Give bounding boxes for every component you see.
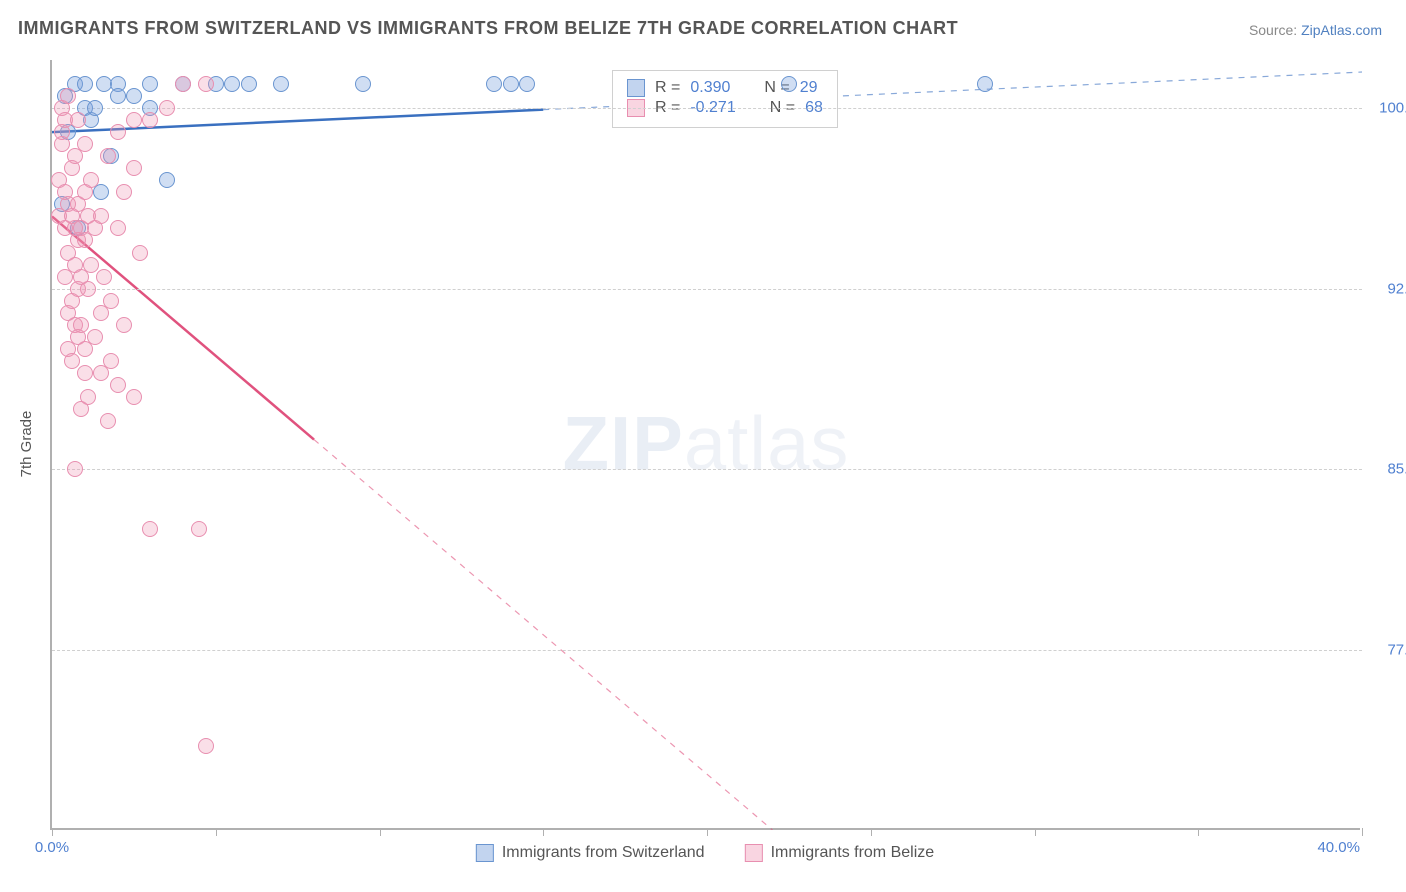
- legend-item: Immigrants from Belize: [745, 844, 935, 862]
- x-tick: [1362, 828, 1363, 836]
- y-tick-label: 77.5%: [1370, 641, 1406, 658]
- data-point: [110, 377, 126, 393]
- data-point: [503, 76, 519, 92]
- data-point: [93, 208, 109, 224]
- data-point: [83, 257, 99, 273]
- data-point: [159, 100, 175, 116]
- data-point: [70, 112, 86, 128]
- data-point: [77, 365, 93, 381]
- x-tick: [216, 828, 217, 836]
- data-point: [486, 76, 502, 92]
- data-point: [83, 172, 99, 188]
- trend-lines: [52, 60, 1362, 830]
- data-point: [100, 413, 116, 429]
- data-point: [126, 389, 142, 405]
- data-point: [977, 76, 993, 92]
- source-link[interactable]: ZipAtlas.com: [1301, 22, 1382, 38]
- data-point: [77, 76, 93, 92]
- data-point: [87, 100, 103, 116]
- data-point: [198, 738, 214, 754]
- x-tick: [543, 828, 544, 836]
- data-point: [96, 269, 112, 285]
- data-point: [224, 76, 240, 92]
- stat-n-value: 29: [800, 79, 818, 97]
- chart-container: ZIPatlas 7th Grade R =0.390N =29R =-0.27…: [50, 60, 1360, 830]
- legend-item: Immigrants from Switzerland: [476, 844, 705, 862]
- legend-label: Immigrants from Switzerland: [502, 844, 705, 862]
- data-point: [142, 521, 158, 537]
- data-point: [142, 76, 158, 92]
- legend-label: Immigrants from Belize: [771, 844, 935, 862]
- gridline-h: [52, 650, 1362, 651]
- legend-series: Immigrants from Switzerland Immigrants fr…: [476, 844, 934, 862]
- legend-swatch: [745, 844, 763, 862]
- watermark-atlas: atlas: [684, 402, 850, 487]
- data-point: [110, 88, 126, 104]
- data-point: [355, 76, 371, 92]
- legend-swatch: [627, 79, 645, 97]
- x-tick-label: 0.0%: [35, 839, 69, 856]
- data-point: [191, 521, 207, 537]
- data-point: [116, 184, 132, 200]
- legend-stats: R =0.390N =29R =-0.271N =68: [612, 70, 838, 128]
- data-point: [80, 281, 96, 297]
- x-tick: [1035, 828, 1036, 836]
- data-point: [159, 172, 175, 188]
- data-point: [100, 148, 116, 164]
- legend-swatch: [476, 844, 494, 862]
- gridline-h: [52, 289, 1362, 290]
- data-point: [103, 293, 119, 309]
- data-point: [198, 76, 214, 92]
- data-point: [142, 112, 158, 128]
- x-tick-label: 40.0%: [1317, 839, 1360, 856]
- x-tick: [52, 828, 53, 836]
- data-point: [241, 76, 257, 92]
- source-label: Source:: [1249, 22, 1297, 38]
- data-point: [103, 353, 119, 369]
- x-tick: [1198, 828, 1199, 836]
- y-tick-label: 92.5%: [1370, 280, 1406, 297]
- data-point: [273, 76, 289, 92]
- data-point: [110, 124, 126, 140]
- data-point: [126, 88, 142, 104]
- watermark-zip: ZIP: [563, 402, 684, 487]
- data-point: [132, 245, 148, 261]
- x-tick: [871, 828, 872, 836]
- y-axis-label: 7th Grade: [18, 411, 35, 478]
- data-point: [73, 317, 89, 333]
- data-point: [175, 76, 191, 92]
- data-point: [519, 76, 535, 92]
- stat-r-label: R =: [655, 79, 680, 97]
- data-point: [80, 389, 96, 405]
- data-point: [77, 136, 93, 152]
- gridline-h: [52, 469, 1362, 470]
- x-tick: [380, 828, 381, 836]
- x-tick: [707, 828, 708, 836]
- plot-area: ZIPatlas 7th Grade R =0.390N =29R =-0.27…: [50, 60, 1360, 830]
- source-attribution: Source: ZipAtlas.com: [1249, 22, 1382, 38]
- data-point: [60, 88, 76, 104]
- stat-r-value: 0.390: [690, 79, 730, 97]
- data-point: [126, 112, 142, 128]
- gridline-h: [52, 108, 1362, 109]
- data-point: [110, 220, 126, 236]
- y-tick-label: 85.0%: [1370, 461, 1406, 478]
- data-point: [781, 76, 797, 92]
- data-point: [126, 160, 142, 176]
- watermark: ZIPatlas: [563, 401, 850, 488]
- data-point: [67, 461, 83, 477]
- data-point: [64, 353, 80, 369]
- chart-title: IMMIGRANTS FROM SWITZERLAND VS IMMIGRANT…: [18, 18, 958, 39]
- data-point: [116, 317, 132, 333]
- data-point: [87, 329, 103, 345]
- y-tick-label: 100.0%: [1370, 100, 1406, 117]
